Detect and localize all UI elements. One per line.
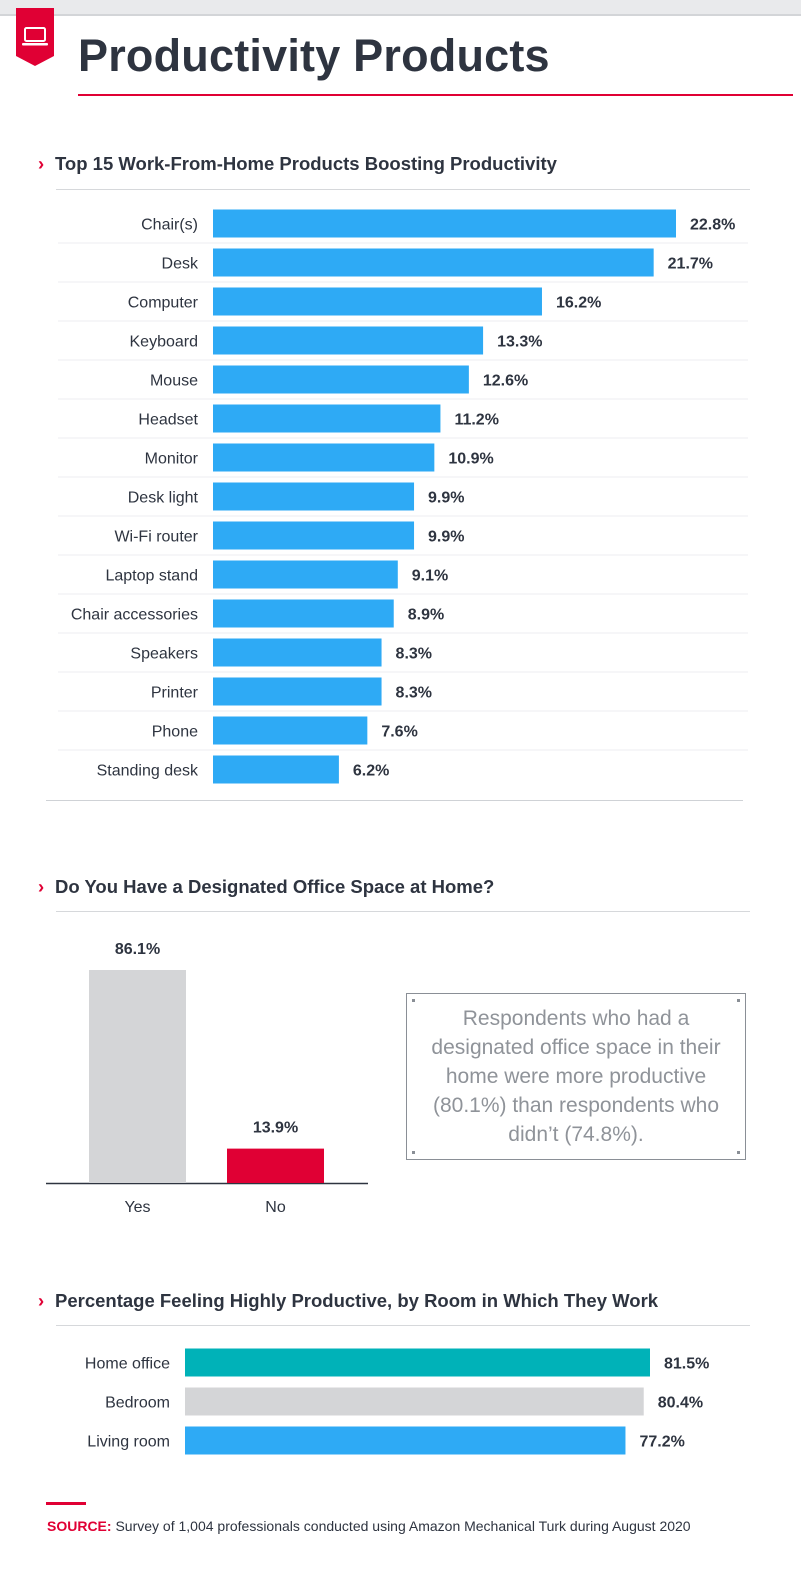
data-label: 80.4% bbox=[658, 1395, 703, 1412]
category-label: Computer bbox=[128, 295, 199, 312]
page-title: Productivity Products bbox=[78, 30, 550, 81]
category-label: Mouse bbox=[150, 373, 198, 390]
data-label: 8.3% bbox=[396, 685, 432, 702]
section-title-rooms-text: Percentage Feeling Highly Productive, by… bbox=[55, 1290, 659, 1311]
bar bbox=[213, 287, 542, 316]
data-label: 21.7% bbox=[668, 256, 713, 273]
bar bbox=[213, 638, 382, 667]
data-label: 86.1% bbox=[115, 941, 160, 958]
section-divider bbox=[56, 189, 750, 190]
data-label: 13.9% bbox=[253, 1120, 298, 1137]
category-label: Monitor bbox=[145, 451, 199, 468]
category-label: Desk light bbox=[128, 490, 199, 507]
corner-dot bbox=[412, 999, 415, 1002]
data-label: 9.9% bbox=[428, 490, 464, 507]
data-label: 81.5% bbox=[664, 1356, 709, 1373]
section-title-rooms: › Percentage Feeling Highly Productive, b… bbox=[38, 1290, 658, 1312]
bar bbox=[213, 560, 398, 589]
chevron-right-icon: › bbox=[38, 1290, 45, 1311]
category-label: Bedroom bbox=[105, 1395, 170, 1412]
data-label: 22.8% bbox=[690, 217, 735, 234]
data-label: 6.2% bbox=[353, 763, 389, 780]
callout-box: Respondents who had a designated office … bbox=[406, 993, 746, 1160]
bar bbox=[89, 970, 186, 1183]
corner-dot bbox=[737, 999, 740, 1002]
data-label: 8.3% bbox=[396, 646, 432, 663]
data-label: 12.6% bbox=[483, 373, 528, 390]
category-label: Standing desk bbox=[97, 763, 199, 780]
source-label: SOURCE: bbox=[47, 1518, 112, 1534]
bar bbox=[213, 365, 469, 394]
data-label: 13.3% bbox=[497, 334, 542, 351]
callout-text: Respondents who had a designated office … bbox=[431, 1007, 721, 1146]
section-divider bbox=[56, 911, 750, 912]
section-divider bbox=[56, 1325, 750, 1326]
category-label: Speakers bbox=[130, 646, 198, 663]
bar bbox=[213, 599, 394, 628]
bar bbox=[213, 443, 435, 472]
category-label: Laptop stand bbox=[105, 568, 198, 585]
top-bar bbox=[0, 0, 801, 16]
data-label: 8.9% bbox=[408, 607, 444, 624]
bar bbox=[213, 482, 415, 511]
bar bbox=[213, 755, 339, 784]
category-label: Phone bbox=[152, 724, 198, 741]
data-label: 9.1% bbox=[412, 568, 448, 585]
bar bbox=[185, 1426, 626, 1455]
category-label: Home office bbox=[85, 1356, 170, 1373]
bar bbox=[185, 1387, 644, 1416]
data-label: 7.6% bbox=[381, 724, 417, 741]
bar bbox=[213, 716, 368, 745]
chart-bottom-rule bbox=[46, 800, 743, 801]
source-text: Survey of 1,004 professionals conducted … bbox=[115, 1518, 691, 1534]
category-label: No bbox=[265, 1199, 286, 1216]
laptop-icon bbox=[16, 8, 54, 66]
category-label: Printer bbox=[151, 685, 199, 702]
section-title-office-space-text: Do You Have a Designated Office Space at… bbox=[55, 876, 495, 897]
bar bbox=[213, 248, 654, 277]
chevron-right-icon: › bbox=[38, 153, 45, 174]
data-label: 11.2% bbox=[454, 412, 498, 429]
section-title-products-text: Top 15 Work-From-Home Products Boosting … bbox=[55, 153, 557, 174]
bar bbox=[213, 404, 441, 433]
data-label: 16.2% bbox=[556, 295, 601, 312]
category-label: Chair(s) bbox=[141, 217, 198, 234]
section-title-office-space: › Do You Have a Designated Office Space a… bbox=[38, 876, 494, 898]
source-accent-rule bbox=[46, 1502, 86, 1505]
bar bbox=[213, 677, 382, 706]
bar bbox=[227, 1148, 324, 1183]
chevron-right-icon: › bbox=[38, 876, 45, 897]
data-label: 77.2% bbox=[639, 1434, 684, 1451]
data-label: 9.9% bbox=[428, 529, 464, 546]
corner-dot bbox=[737, 1151, 740, 1154]
category-label: Living room bbox=[87, 1434, 170, 1451]
category-label: Chair accessories bbox=[71, 607, 198, 624]
category-label: Wi-Fi router bbox=[114, 529, 198, 546]
bar bbox=[185, 1348, 650, 1377]
category-label: Yes bbox=[124, 1199, 150, 1216]
data-label: 10.9% bbox=[448, 451, 493, 468]
source-note: SOURCE: Survey of 1,004 professionals co… bbox=[47, 1518, 691, 1534]
corner-dot bbox=[412, 1151, 415, 1154]
bar bbox=[213, 209, 676, 238]
category-label: Headset bbox=[138, 412, 198, 429]
bar bbox=[213, 326, 484, 355]
category-label: Keyboard bbox=[130, 334, 199, 351]
title-divider bbox=[78, 94, 793, 96]
section-title-products: › Top 15 Work-From-Home Products Boosting… bbox=[38, 153, 557, 175]
bar bbox=[213, 521, 415, 550]
category-label: Desk bbox=[162, 256, 199, 273]
